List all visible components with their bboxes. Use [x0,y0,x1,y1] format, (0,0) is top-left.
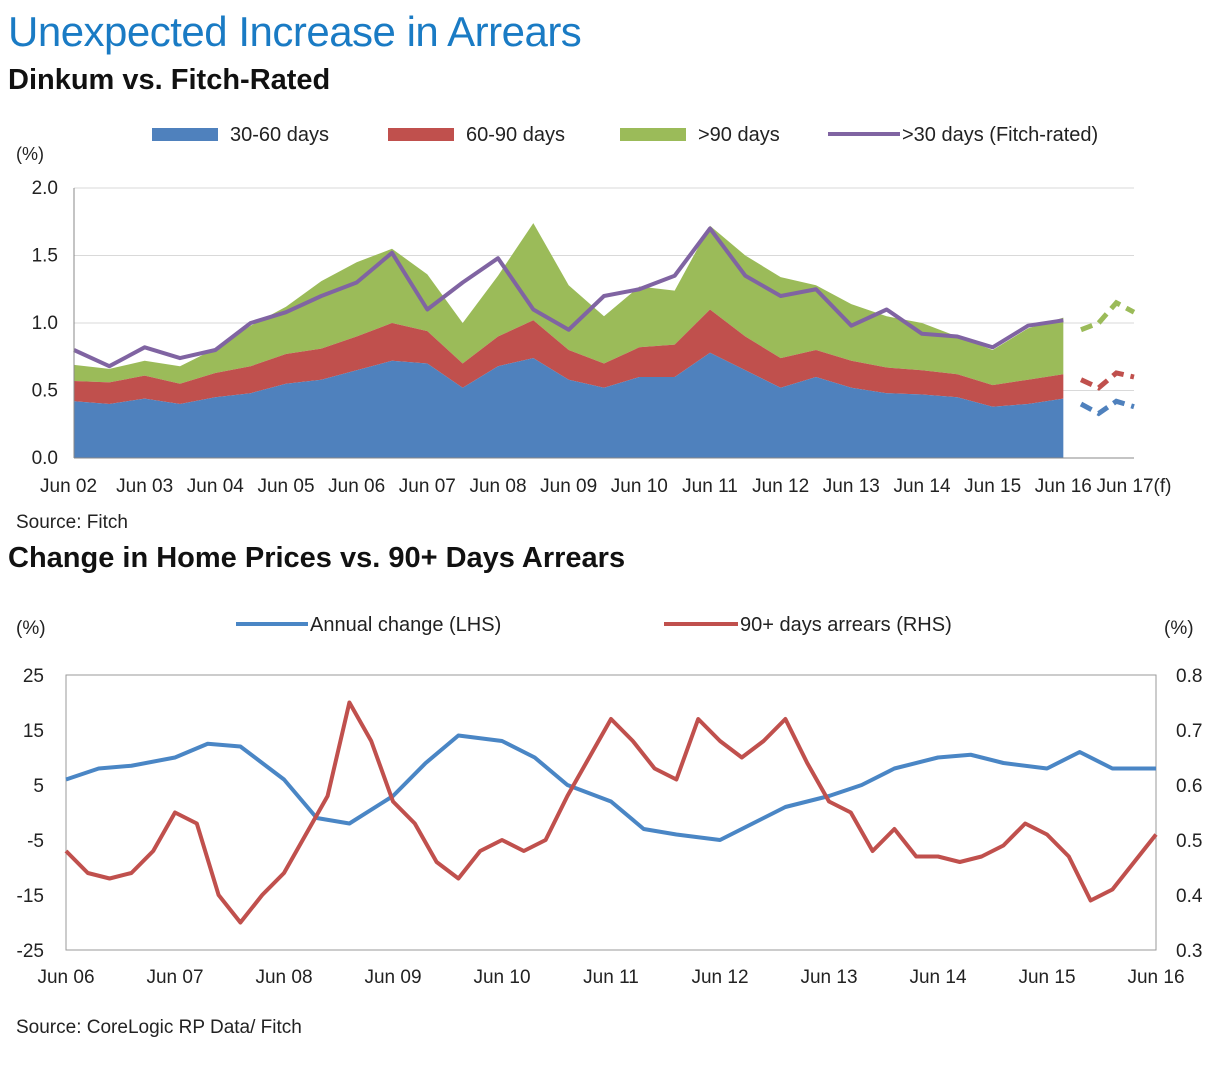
line-annual-change [65,733,1156,842]
x-tick-label: Jun 08 [255,967,312,988]
area-over-90-days [74,223,1064,386]
y-tick-label: 1.0 [32,313,58,334]
x-tick-label: Jun 11 [583,967,639,988]
legend-label: Annual change (LHS) [310,614,501,636]
chart2-title: Change in Home Prices vs. 90+ Days Arrea… [8,542,626,574]
y-axis-unit-label: (%) [16,144,44,164]
plot-frame [65,674,1157,951]
x-tick-label: Jun 08 [469,476,526,497]
x-tick-label: Jun 15 [964,476,1021,497]
x-tick-label: Jun 16 [1127,967,1184,988]
chart1-source: Source: Fitch [16,512,128,533]
legend-swatch [620,128,686,141]
forecast-30-60-days [1079,398,1135,417]
home-prices-line-chart: 25 15 5 -5 -15 -25 0.8 0.7 0.6 0.5 0.4 0.3 (%) (%) Jun… [16,614,1203,988]
y-tick-label: 1.5 [32,246,58,267]
forecast-over-90-days [1080,299,1136,333]
x-tick-label: Jun 04 [187,476,244,497]
y-tick-label: 2.0 [32,178,58,199]
page-title: Unexpected Increase in Arrears [8,8,582,55]
x-tick-label: Jun 13 [823,476,880,497]
y-tick-label: 0.5 [32,381,58,402]
legend-label: 60-90 days [466,124,565,146]
legend-label: >30 days (Fitch-rated) [902,124,1098,146]
legend-label: >90 days [698,124,780,146]
x-tick-label: Jun 07 [146,967,203,988]
y-right-tick-label: 0.7 [1176,721,1202,742]
legend-label: 30-60 days [230,124,329,146]
x-tick-label: Jun 15 [1018,967,1075,988]
line-90-days-arrears [64,700,1158,925]
line-fitch-rated [73,226,1064,369]
x-tick-label: Jun 06 [328,476,385,497]
y-left-tick-label: -25 [17,941,44,962]
y-tick-label: 0.0 [32,448,58,469]
y-left-tick-label: 25 [23,666,44,687]
x-tick-label: Jun 14 [893,476,950,497]
chart2-source: Source: CoreLogic RP Data/ Fitch [16,1017,302,1038]
x-tick-label: Jun 02 [40,476,97,497]
arrears-area-chart: 0.0 0.5 1.0 1.5 2.0 (%) Jun 02 Jun 03 Jun 04 Jun … [16,124,1172,497]
y-left-tick-label: 5 [33,776,44,797]
x-tick-label: Jun 09 [540,476,597,497]
x-tick-label: Jun 16 [1035,476,1092,497]
x-tick-label: Jun 11 [682,476,738,497]
y-right-tick-label: 0.8 [1176,666,1202,687]
y-right-tick-label: 0.3 [1176,941,1202,962]
x-tick-label: Jun 13 [800,967,857,988]
legend-label: 90+ days arrears (RHS) [740,614,952,636]
y-right-tick-label: 0.5 [1176,831,1202,852]
y-right-unit-label: (%) [1164,618,1194,639]
y-left-tick-label: -5 [27,831,44,852]
forecast-60-90-days [1079,370,1135,391]
x-tick-label: Jun 05 [257,476,314,497]
y-left-tick-label: -15 [17,886,44,907]
area-60-90-days [74,309,1064,407]
x-tick-label: Jun 07 [399,476,456,497]
x-tick-label: Jun 10 [611,476,668,497]
y-left-unit-label: (%) [16,618,46,639]
x-tick-label: Jun 14 [909,967,966,988]
x-tick-label: Jun 03 [116,476,173,497]
x-tick-label: Jun 10 [473,967,530,988]
x-tick-label: Jun 06 [37,967,94,988]
x-tick-label: Jun 17(f) [1097,476,1172,497]
x-tick-label: Jun 12 [752,476,809,497]
area-30-60-days [74,352,1064,458]
y-right-tick-label: 0.6 [1176,776,1202,797]
y-right-tick-label: 0.4 [1176,886,1203,907]
legend-swatch [152,128,218,141]
x-tick-label: Jun 12 [691,967,748,988]
legend-swatch [388,128,454,141]
x-tick-label: Jun 09 [364,967,421,988]
y-left-tick-label: 15 [23,721,44,742]
chart1-title: Dinkum vs. Fitch-Rated [8,64,331,96]
